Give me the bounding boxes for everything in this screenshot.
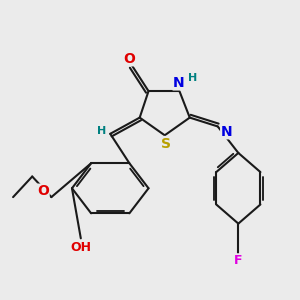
Text: H: H <box>188 73 197 83</box>
Text: O: O <box>37 184 49 198</box>
Text: N: N <box>173 76 185 90</box>
Text: O: O <box>124 52 135 66</box>
Text: H: H <box>97 126 106 136</box>
Text: OH: OH <box>70 241 91 254</box>
Text: S: S <box>161 136 171 151</box>
Text: N: N <box>221 125 232 139</box>
Text: F: F <box>234 254 243 267</box>
